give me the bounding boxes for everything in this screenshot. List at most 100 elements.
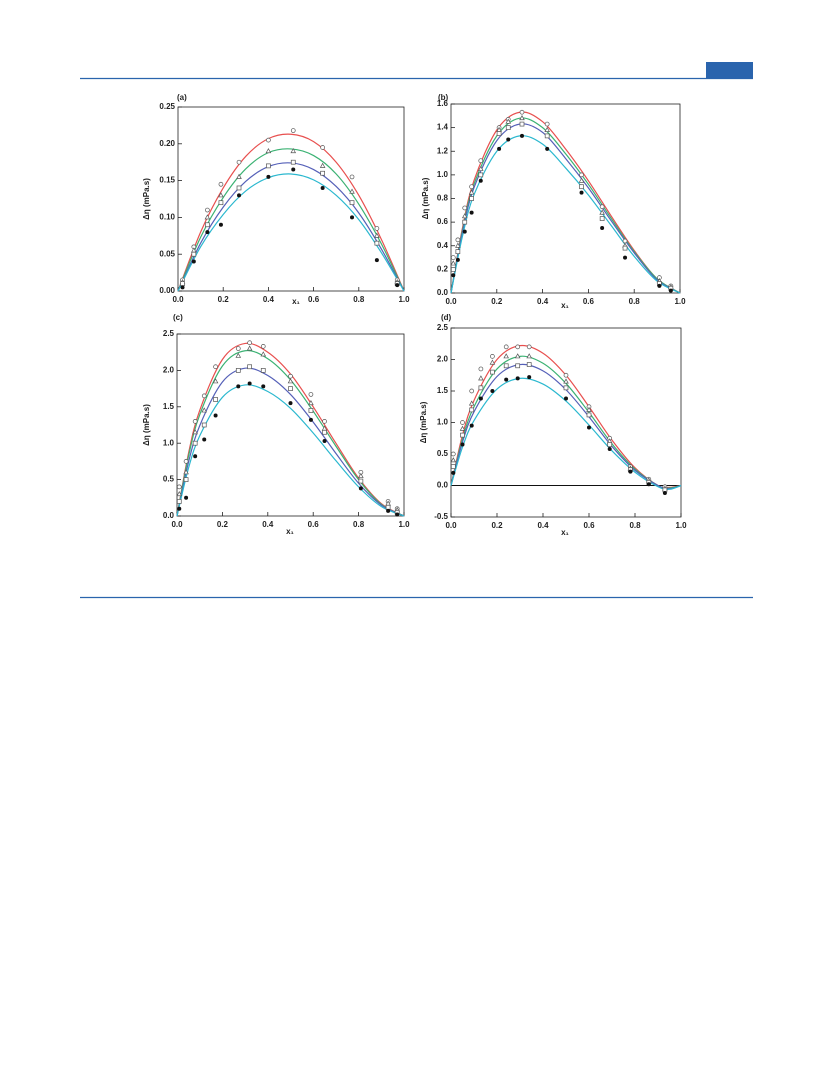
marker-circle [213,364,218,370]
marker-square [288,386,293,391]
marker-triangle [450,457,457,463]
panel-label: (b) [438,93,449,102]
marker-circle [349,174,355,180]
y-axis-label: Δη (mPa.s) [142,178,151,220]
y-axis-label: Δη (mPa.s) [142,404,151,446]
marker-dot [478,178,483,183]
x-tick-label: 1.0 [675,521,687,530]
marker-triangle [505,118,512,124]
x-tick-label: 0.0 [172,295,184,304]
panel: (a) Δη (mPa.s) x₁ 0.00 0.05 0.10 0.15 0.20 0.25 0… [142,93,410,306]
marker-circle [460,420,465,425]
plot-frame [176,333,405,517]
marker-triangle [218,192,224,198]
marker-circle [450,255,456,260]
marker-dot [462,229,467,234]
marker-circle [519,109,525,115]
marker-square [374,240,380,246]
marker-circle [320,145,325,150]
marker-circle [478,158,484,164]
x-tick-label: 0.0 [171,520,183,529]
marker-square [505,125,511,130]
marker-circle [462,205,468,211]
marker-square [519,121,525,127]
marker-square [247,364,252,370]
marker-square [544,133,550,139]
marker-dot [358,486,363,491]
marker-square [183,477,189,482]
y-tick-label: 0.4 [437,241,449,250]
y-tick-label: 2.5 [437,323,449,332]
x-tick-label: 0.2 [218,295,230,304]
marker-square [607,442,613,447]
marker-dot [288,401,293,406]
marker-square [450,267,456,272]
y-tick-label: 1.2 [437,146,449,155]
marker-circle [192,419,198,424]
x-tick-label: 0.8 [629,297,641,306]
fit-curve [450,377,682,490]
marker-circle [526,344,532,350]
x-tick-label: 0.4 [263,295,275,304]
marker-dot [497,146,502,151]
y-tick-label: 0.0 [437,481,449,490]
marker-triangle [514,353,521,359]
marker-square [462,219,468,225]
marker-dot [504,377,509,382]
header-badge [706,62,753,78]
y-tick-label: 1.5 [437,386,449,395]
marker-dot [600,226,605,231]
marker-dot [237,193,242,198]
y-tick-label: 0.0 [437,288,449,297]
marker-square [180,281,185,286]
marker-square [201,422,207,428]
fit-curve [450,111,681,294]
marker-dot [623,255,628,260]
marker-dot [662,491,667,496]
x-tick-label: 0.0 [445,297,457,306]
marker-square [176,499,182,504]
marker-dot [291,167,296,172]
marker-circle [469,184,474,190]
x-tick-label: 0.2 [491,521,503,530]
marker-dot [266,174,271,179]
marker-triangle [358,472,364,478]
marker-triangle [246,345,253,351]
marker-dot [460,442,465,447]
y-tick-label: 0.5 [437,449,449,458]
marker-circle [201,393,207,399]
marker-triangle [599,209,605,215]
y-tick-label: 0.2 [437,264,449,273]
marker-square [192,440,198,446]
marker-square [563,385,569,391]
y-tick-label: 0.5 [163,475,175,484]
marker-triangle [319,162,326,168]
marker-triangle [201,407,208,413]
marker-circle [183,459,189,464]
y-tick-label: 0.6 [437,217,449,226]
marker-circle [235,346,241,351]
marker-triangle [477,165,484,171]
y-tick-label: -0.5 [434,512,448,521]
x-tick-label: 0.2 [491,297,503,306]
y-tick-label: 1.5 [163,402,175,411]
marker-dot [607,446,612,451]
fit-curve [177,133,405,292]
x-axis-label: x₁ [286,527,294,536]
marker-square [236,185,242,191]
y-tick-label: 0.15 [159,176,175,185]
marker-triangle [287,378,294,384]
y-tick-label: 0.05 [159,249,175,258]
y-tick-label: 0.0 [163,511,175,520]
marker-triangle [459,425,466,431]
marker-square [469,407,475,413]
marker-triangle [192,429,198,435]
marker-dot [261,384,266,389]
marker-circle [290,128,296,133]
panel: (b) Δη (mPa.s) x₁ 0.0 0.2 0.4 0.6 0.8 1.0 1.2 1.4 1… [421,93,686,310]
panel: (d)Δη (mPa.s)x₁-0.50.00.51.01.52.02.50.0… [419,313,687,537]
marker-dot [218,222,223,227]
marker-square [478,385,484,391]
marker-circle [455,237,461,243]
marker-dot [519,133,524,138]
